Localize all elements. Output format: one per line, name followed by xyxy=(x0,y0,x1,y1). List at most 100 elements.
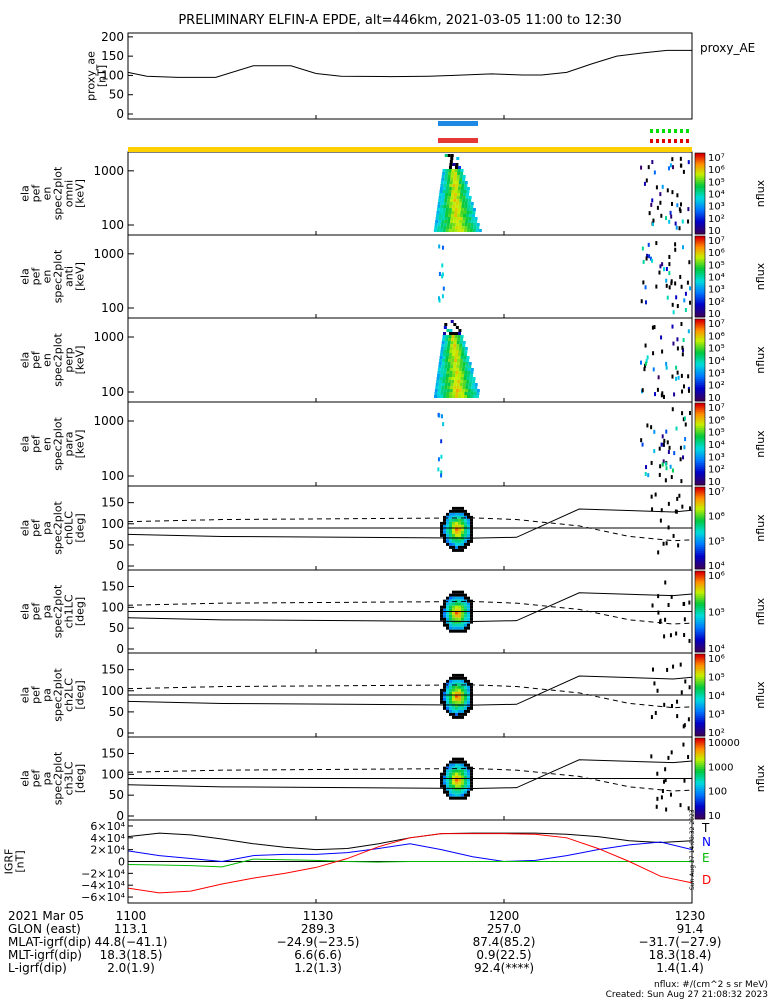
science-zone-bar-red xyxy=(438,138,478,143)
y-tick-label: 1000 xyxy=(93,414,124,428)
pitch-angle-cell xyxy=(440,697,443,701)
pitch-angle-cell xyxy=(461,781,464,785)
spectrogram-cell xyxy=(454,229,458,232)
pitch-angle-cell xyxy=(470,524,473,528)
colorbar-segment xyxy=(695,482,705,486)
spectrogram-cell xyxy=(668,271,671,276)
spectrogram-cell xyxy=(451,208,455,211)
colorbar-tick-label: 1000 xyxy=(708,762,733,773)
pitch-angle-cell xyxy=(455,775,458,779)
pitch-angle-cell xyxy=(458,796,461,800)
pitch-angle-cell xyxy=(470,620,473,624)
y-axis-label: pa xyxy=(41,688,54,702)
spectrogram-cell xyxy=(443,205,447,208)
spectrogram-cell xyxy=(646,253,649,258)
pitch-angle-cell xyxy=(452,787,455,791)
spectrogram-cell xyxy=(458,395,461,398)
spectrogram-cell xyxy=(437,392,441,395)
pitch-angle-cell xyxy=(452,706,455,710)
pitch-angle-cell xyxy=(461,706,464,710)
colorbar-segment xyxy=(695,219,705,223)
spectrogram-cell xyxy=(444,175,448,178)
colorbar-segment xyxy=(695,335,705,338)
spectrogram-cell xyxy=(461,205,465,208)
spectrogram-cell xyxy=(661,262,664,267)
pitch-angle-cell xyxy=(452,691,455,695)
colorbar-segment xyxy=(695,682,705,686)
colorbar-segment xyxy=(695,786,705,790)
spectrogram-cell xyxy=(675,426,678,431)
spectrogram-cell xyxy=(443,326,447,329)
spectrogram-cell xyxy=(459,362,463,365)
spectrogram-cell xyxy=(455,205,459,208)
pitch-angle-cell xyxy=(464,533,467,537)
pitch-angle-cell xyxy=(667,603,670,608)
spectrogram-cell xyxy=(438,362,442,365)
colorbar-segment xyxy=(695,314,705,318)
pitch-angle-cell xyxy=(461,769,464,773)
spectrogram-cell xyxy=(460,193,464,196)
colorbar-segment xyxy=(695,554,705,558)
colorbar-segment xyxy=(695,674,705,678)
pitch-angle-cell xyxy=(652,667,655,672)
colorbar-segment xyxy=(695,733,705,737)
spectrogram-cell xyxy=(465,362,469,365)
spectrogram-cell xyxy=(443,350,447,353)
y-tick-label: 50 xyxy=(109,705,124,719)
pitch-angle-cell xyxy=(467,766,470,770)
y-axis-label: [nT] xyxy=(14,850,27,872)
pitch-angle-cell xyxy=(458,545,461,549)
spectrogram-cell xyxy=(444,386,448,389)
colorbar-tick-label: 10⁵ xyxy=(708,260,725,271)
spectrogram-cell xyxy=(457,335,461,338)
spectrogram-cell xyxy=(470,223,474,226)
colorbar-segment xyxy=(695,729,705,733)
spectrogram-cell xyxy=(449,202,453,205)
spectrogram-cell xyxy=(445,229,449,232)
spectrogram-cell xyxy=(463,214,467,217)
spectrogram-cell xyxy=(651,222,654,227)
pitch-angle-cell xyxy=(461,521,464,525)
spectrogram-cell xyxy=(461,392,465,395)
y-axis-label: ela xyxy=(19,770,32,787)
spectrogram-cell xyxy=(446,226,450,229)
pitch-angle-cell xyxy=(660,508,663,513)
spectrogram-cell xyxy=(434,392,438,395)
y-tick-label: 4×10⁴ xyxy=(90,832,125,845)
spectrogram-cell xyxy=(442,380,446,383)
mlt-value: 18.3(18.4) xyxy=(649,948,712,962)
spectrogram-cell xyxy=(472,377,476,380)
colorbar-segment xyxy=(695,690,705,694)
spectrogram-cell xyxy=(449,205,453,208)
spectrogram-cell xyxy=(443,332,446,335)
spectrogram-cell xyxy=(456,175,460,178)
spectrogram-cell xyxy=(680,284,683,289)
spectrogram-cell xyxy=(671,302,674,307)
pitch-angle-cell xyxy=(452,614,455,618)
colorbar-segment xyxy=(695,528,705,531)
spectrogram-cell xyxy=(436,211,440,214)
colorbar-segment xyxy=(695,812,705,816)
spectrogram-cell xyxy=(659,192,662,197)
spectrogram-cell xyxy=(437,202,441,205)
spectrogram-cell xyxy=(454,187,458,190)
spectrogram-cell xyxy=(443,347,447,350)
spectrogram-cell xyxy=(470,374,473,377)
spectrogram-cell xyxy=(449,392,453,395)
spectrogram-cell xyxy=(444,196,448,199)
spectrogram-cell xyxy=(446,223,450,226)
pitch-angle-cell xyxy=(464,778,467,782)
spectrogram-cell xyxy=(682,348,685,353)
spectrogram-cell xyxy=(689,300,692,305)
pitch-angle-cell xyxy=(458,611,461,615)
pitch-angle-cell xyxy=(464,793,467,797)
colorbar-tick-label: 10⁵ xyxy=(708,673,725,684)
colorbar-segment xyxy=(695,153,705,156)
spectrogram-cell xyxy=(647,242,650,247)
y-tick-label: 200 xyxy=(101,30,124,44)
pitch-angle-cell xyxy=(449,623,452,627)
pitch-angle-cell xyxy=(440,775,443,779)
spectrogram-cell xyxy=(465,383,469,386)
pitch-angle-cell xyxy=(458,626,461,630)
colorbar-frame xyxy=(694,152,706,235)
